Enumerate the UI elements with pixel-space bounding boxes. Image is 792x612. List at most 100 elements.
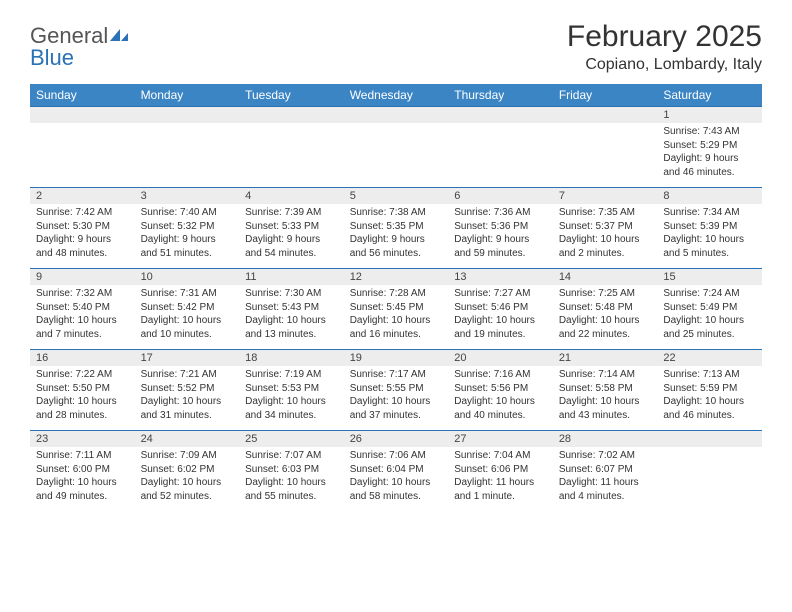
day-number: 7 xyxy=(559,190,565,202)
weekday-header: Monday xyxy=(135,84,240,107)
day-line: Daylight: 10 hours and 40 minutes. xyxy=(454,395,547,422)
day-number-cell: 23 xyxy=(30,431,135,448)
day-content-cell xyxy=(135,123,240,188)
day-content-cell xyxy=(30,123,135,188)
day-line: Sunset: 5:29 PM xyxy=(663,139,756,153)
day-number: 13 xyxy=(454,271,466,283)
day-content-cell: Sunrise: 7:32 AMSunset: 5:40 PMDaylight:… xyxy=(30,285,135,350)
day-content-cell: Sunrise: 7:40 AMSunset: 5:32 PMDaylight:… xyxy=(135,204,240,269)
day-line: Sunrise: 7:07 AM xyxy=(245,449,338,463)
day-line: Daylight: 10 hours and 31 minutes. xyxy=(141,395,234,422)
day-line: Sunrise: 7:24 AM xyxy=(663,287,756,301)
day-line: Daylight: 10 hours and 19 minutes. xyxy=(454,314,547,341)
day-line: Sunset: 5:37 PM xyxy=(559,220,652,234)
day-number: 15 xyxy=(663,271,675,283)
day-line: Sunset: 5:46 PM xyxy=(454,301,547,315)
day-number: 16 xyxy=(36,352,48,364)
day-number-cell: 2 xyxy=(30,188,135,205)
day-line: Daylight: 10 hours and 2 minutes. xyxy=(559,233,652,260)
day-content-cell: Sunrise: 7:30 AMSunset: 5:43 PMDaylight:… xyxy=(239,285,344,350)
logo: General Blue xyxy=(30,26,130,70)
day-number: 9 xyxy=(36,271,42,283)
day-content-cell: Sunrise: 7:42 AMSunset: 5:30 PMDaylight:… xyxy=(30,204,135,269)
day-line: Sunset: 5:55 PM xyxy=(350,382,443,396)
calendar-body: 1Sunrise: 7:43 AMSunset: 5:29 PMDaylight… xyxy=(30,107,762,512)
day-line: Sunset: 5:56 PM xyxy=(454,382,547,396)
day-number-cell: 11 xyxy=(239,269,344,286)
day-line: Daylight: 10 hours and 46 minutes. xyxy=(663,395,756,422)
day-number-cell xyxy=(30,107,135,124)
day-line: Daylight: 9 hours and 51 minutes. xyxy=(141,233,234,260)
day-number-cell xyxy=(657,431,762,448)
day-line: Sunset: 5:39 PM xyxy=(663,220,756,234)
day-number: 26 xyxy=(350,433,362,445)
day-number-cell: 28 xyxy=(553,431,658,448)
day-line: Daylight: 10 hours and 13 minutes. xyxy=(245,314,338,341)
day-content-cell xyxy=(344,123,449,188)
day-line: Sunrise: 7:06 AM xyxy=(350,449,443,463)
day-line: Daylight: 10 hours and 16 minutes. xyxy=(350,314,443,341)
day-line: Sunset: 6:07 PM xyxy=(559,463,652,477)
day-line: Sunset: 5:42 PM xyxy=(141,301,234,315)
day-number-cell xyxy=(239,107,344,124)
weekday-header: Friday xyxy=(553,84,658,107)
day-line: Sunrise: 7:14 AM xyxy=(559,368,652,382)
day-content-cell: Sunrise: 7:17 AMSunset: 5:55 PMDaylight:… xyxy=(344,366,449,431)
day-number-cell xyxy=(135,107,240,124)
day-line: Daylight: 10 hours and 34 minutes. xyxy=(245,395,338,422)
day-number-cell: 7 xyxy=(553,188,658,205)
daynum-row: 1 xyxy=(30,107,762,124)
day-line: Sunrise: 7:22 AM xyxy=(36,368,129,382)
day-content-cell: Sunrise: 7:35 AMSunset: 5:37 PMDaylight:… xyxy=(553,204,658,269)
daynum-row: 2345678 xyxy=(30,188,762,205)
day-content-cell: Sunrise: 7:27 AMSunset: 5:46 PMDaylight:… xyxy=(448,285,553,350)
day-content-cell: Sunrise: 7:39 AMSunset: 5:33 PMDaylight:… xyxy=(239,204,344,269)
day-line: Sunrise: 7:21 AM xyxy=(141,368,234,382)
day-line: Sunset: 5:40 PM xyxy=(36,301,129,315)
day-number-cell: 22 xyxy=(657,350,762,367)
day-line: Sunrise: 7:09 AM xyxy=(141,449,234,463)
day-number-cell: 16 xyxy=(30,350,135,367)
day-line: Sunset: 6:00 PM xyxy=(36,463,129,477)
day-line: Daylight: 10 hours and 37 minutes. xyxy=(350,395,443,422)
day-line: Sunset: 5:59 PM xyxy=(663,382,756,396)
day-line: Sunset: 6:02 PM xyxy=(141,463,234,477)
day-number: 21 xyxy=(559,352,571,364)
day-number: 28 xyxy=(559,433,571,445)
day-line: Sunrise: 7:36 AM xyxy=(454,206,547,220)
day-number-cell: 12 xyxy=(344,269,449,286)
day-content-cell: Sunrise: 7:24 AMSunset: 5:49 PMDaylight:… xyxy=(657,285,762,350)
day-line: Daylight: 9 hours and 59 minutes. xyxy=(454,233,547,260)
day-number-cell: 27 xyxy=(448,431,553,448)
day-number-cell: 8 xyxy=(657,188,762,205)
logo-sail-icon xyxy=(108,27,130,48)
day-number: 11 xyxy=(245,271,256,283)
day-line: Sunset: 5:45 PM xyxy=(350,301,443,315)
day-number-cell: 19 xyxy=(344,350,449,367)
day-number-cell: 14 xyxy=(553,269,658,286)
day-content-cell: Sunrise: 7:28 AMSunset: 5:45 PMDaylight:… xyxy=(344,285,449,350)
day-number-cell: 18 xyxy=(239,350,344,367)
day-content-cell xyxy=(553,123,658,188)
day-line: Sunrise: 7:04 AM xyxy=(454,449,547,463)
day-line: Sunset: 5:58 PM xyxy=(559,382,652,396)
day-number-cell xyxy=(448,107,553,124)
day-content-cell: Sunrise: 7:43 AMSunset: 5:29 PMDaylight:… xyxy=(657,123,762,188)
content-row: Sunrise: 7:22 AMSunset: 5:50 PMDaylight:… xyxy=(30,366,762,431)
day-content-cell xyxy=(657,447,762,511)
day-number: 19 xyxy=(350,352,362,364)
day-line: Sunrise: 7:35 AM xyxy=(559,206,652,220)
day-line: Daylight: 9 hours and 46 minutes. xyxy=(663,152,756,179)
day-line: Sunrise: 7:25 AM xyxy=(559,287,652,301)
title-block: February 2025 Copiano, Lombardy, Italy xyxy=(567,20,762,74)
month-title: February 2025 xyxy=(567,20,762,54)
day-number-cell: 21 xyxy=(553,350,658,367)
day-number: 17 xyxy=(141,352,153,364)
day-line: Sunrise: 7:27 AM xyxy=(454,287,547,301)
weekday-header: Tuesday xyxy=(239,84,344,107)
day-line: Sunset: 5:43 PM xyxy=(245,301,338,315)
day-number: 24 xyxy=(141,433,153,445)
day-number-cell: 13 xyxy=(448,269,553,286)
weekday-header: Wednesday xyxy=(344,84,449,107)
day-line: Sunset: 6:06 PM xyxy=(454,463,547,477)
